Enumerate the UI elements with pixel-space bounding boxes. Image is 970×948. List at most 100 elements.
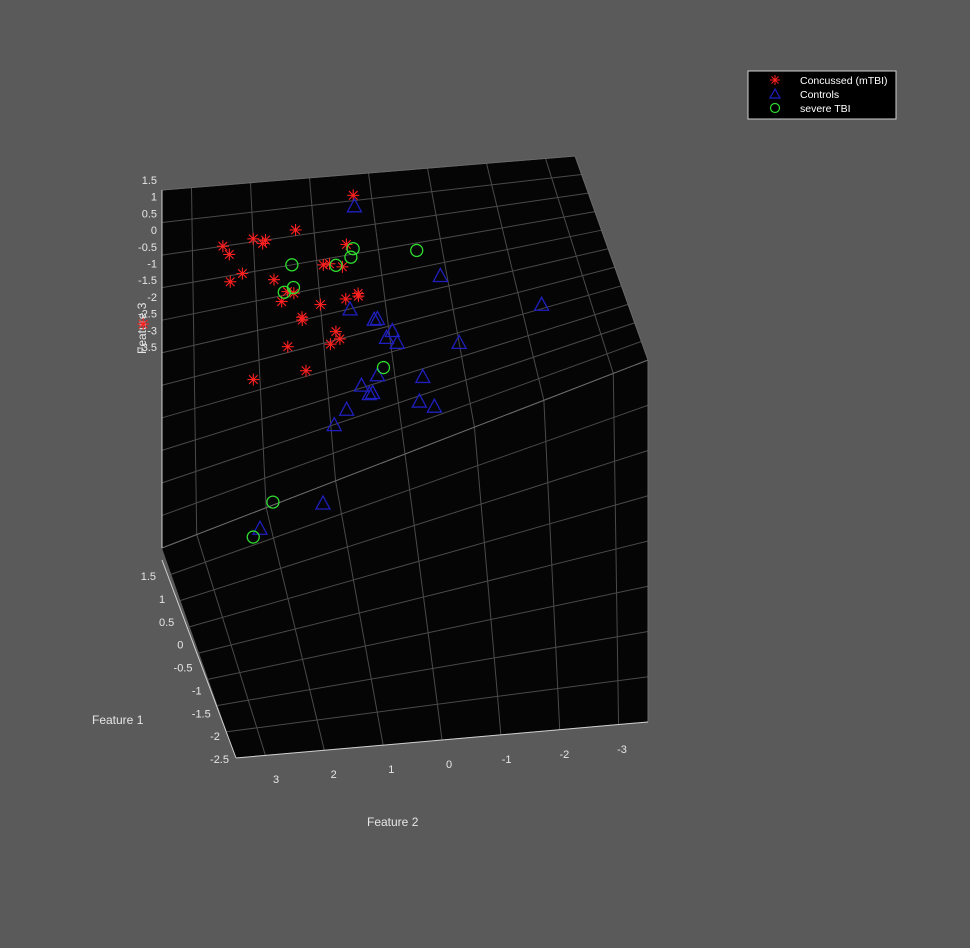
data-point-control bbox=[369, 310, 386, 326]
feature1-axis-line bbox=[161, 559, 237, 759]
data-point-concussed bbox=[352, 290, 365, 303]
feature1-tick-label: -2 bbox=[210, 731, 220, 743]
data-point-concussed bbox=[216, 240, 229, 253]
data-point-control bbox=[326, 416, 343, 432]
feature3-tick-label: -2 bbox=[147, 292, 157, 304]
data-point-severe-tbi bbox=[286, 280, 301, 295]
feature2-tick-label: 2 bbox=[331, 769, 337, 781]
data-point-control bbox=[366, 310, 383, 326]
feature2-axis-label: Feature 2 bbox=[367, 815, 419, 829]
data-point-concussed bbox=[256, 237, 269, 250]
data-point-severe-tbi bbox=[376, 360, 391, 375]
axis-lines bbox=[161, 190, 649, 759]
pane-edge bbox=[161, 359, 649, 549]
data-point-concussed bbox=[329, 325, 342, 338]
feature2-axis-line bbox=[235, 721, 649, 759]
data-point-concussed bbox=[296, 314, 309, 327]
feature2-tick-label: 0 bbox=[446, 759, 452, 771]
data-point-concussed bbox=[281, 340, 294, 353]
data-point-concussed bbox=[314, 298, 327, 311]
grid-line bbox=[191, 187, 198, 535]
grid-line bbox=[161, 211, 595, 289]
data-point-concussed bbox=[340, 238, 353, 251]
series-0 bbox=[137, 189, 365, 386]
grid-line bbox=[161, 285, 622, 419]
legend-symbol-concussed bbox=[770, 75, 780, 85]
pane-edge bbox=[161, 155, 576, 191]
grid-line bbox=[198, 540, 649, 654]
data-point-control bbox=[314, 494, 332, 510]
feature1-tick-label: 1 bbox=[159, 594, 165, 606]
data-point-concussed bbox=[268, 273, 281, 286]
feature2-tick-label: -3 bbox=[617, 744, 627, 756]
grid-line bbox=[161, 340, 642, 516]
feature3-tick-label: 1.5 bbox=[142, 175, 157, 187]
data-point-concussed bbox=[289, 223, 302, 236]
data-point-concussed bbox=[247, 232, 260, 245]
legend-box bbox=[747, 70, 897, 120]
feature3-tick-label: -3 bbox=[147, 325, 157, 337]
feature3-axis-label: Feature 3 bbox=[135, 302, 149, 354]
feature1-tick-label: 0 bbox=[177, 640, 183, 652]
feature3-tick-label: -3.5 bbox=[138, 342, 157, 354]
grid-line bbox=[189, 495, 649, 628]
legend-label-controls: Controls bbox=[800, 89, 839, 101]
data-point-control bbox=[361, 385, 378, 401]
data-point-concussed bbox=[137, 318, 150, 331]
data-point-severe-tbi bbox=[246, 530, 260, 544]
feature3-tick-label: -1.5 bbox=[138, 275, 157, 287]
data-point-control bbox=[384, 322, 401, 338]
legend[interactable]: Concussed (mTBI) Controls severe TBI bbox=[747, 70, 897, 120]
grid-line bbox=[180, 450, 649, 601]
data-point-control bbox=[450, 334, 468, 350]
grid-line bbox=[226, 676, 649, 733]
feature2-tick-label: -1 bbox=[502, 754, 512, 766]
feature1-tick-label: -0.5 bbox=[174, 663, 193, 675]
feature2-tick-label: 1 bbox=[388, 764, 394, 776]
data-point-control bbox=[432, 267, 449, 283]
data-point-severe-tbi bbox=[410, 243, 424, 258]
tick-labels: 1.510.50-0.5-1-1.5-2-2.5-3-3.51.510.50-0… bbox=[138, 175, 627, 786]
data-point-severe-tbi bbox=[346, 242, 360, 256]
grid-line bbox=[171, 404, 649, 575]
data-point-control bbox=[426, 397, 443, 413]
feature3-tick-label: -2.5 bbox=[138, 309, 157, 321]
data-point-control bbox=[414, 368, 431, 384]
feature3-tick-label: -1 bbox=[147, 259, 157, 271]
axes-grid bbox=[161, 155, 649, 759]
feature2-tick-label: 3 bbox=[273, 774, 279, 786]
data-point-control bbox=[251, 519, 269, 535]
data-point-control bbox=[378, 329, 395, 345]
feature3-tick-label: 0.5 bbox=[142, 208, 157, 220]
data-point-control bbox=[353, 376, 370, 392]
feature1-tick-label: 0.5 bbox=[159, 617, 174, 629]
data-point-control bbox=[341, 300, 359, 316]
data-point-concussed bbox=[236, 267, 249, 280]
data-point-concussed bbox=[223, 248, 236, 261]
grid-line bbox=[545, 158, 614, 374]
data-point-severe-tbi bbox=[285, 258, 299, 272]
floor-pane bbox=[162, 360, 648, 758]
grid-line bbox=[368, 172, 406, 455]
feature1-tick-label: -1.5 bbox=[192, 708, 211, 720]
grid-line bbox=[486, 163, 545, 401]
data-point-control bbox=[369, 366, 386, 382]
data-point-concussed bbox=[224, 275, 237, 288]
data-point-control bbox=[389, 333, 406, 349]
feature1-tick-label: -2.5 bbox=[210, 754, 229, 766]
data-point-severe-tbi bbox=[344, 250, 358, 264]
grid-line bbox=[427, 168, 475, 428]
grid-line bbox=[161, 322, 635, 484]
series-2 bbox=[246, 242, 424, 544]
data-point-severe-tbi bbox=[266, 495, 280, 509]
data-point-control bbox=[338, 400, 355, 416]
legend-symbol-severe-tbi bbox=[769, 102, 781, 114]
data-point-concussed bbox=[299, 364, 312, 377]
feature3-tick-label: 0 bbox=[151, 225, 157, 237]
feature3-tick-label: -0.5 bbox=[138, 242, 157, 254]
series-1 bbox=[251, 197, 550, 535]
legend-symbol-controls bbox=[768, 87, 782, 99]
grid-line bbox=[217, 631, 649, 706]
grid-line bbox=[161, 248, 609, 354]
legend-label-concussed: Concussed (mTBI) bbox=[800, 75, 888, 87]
